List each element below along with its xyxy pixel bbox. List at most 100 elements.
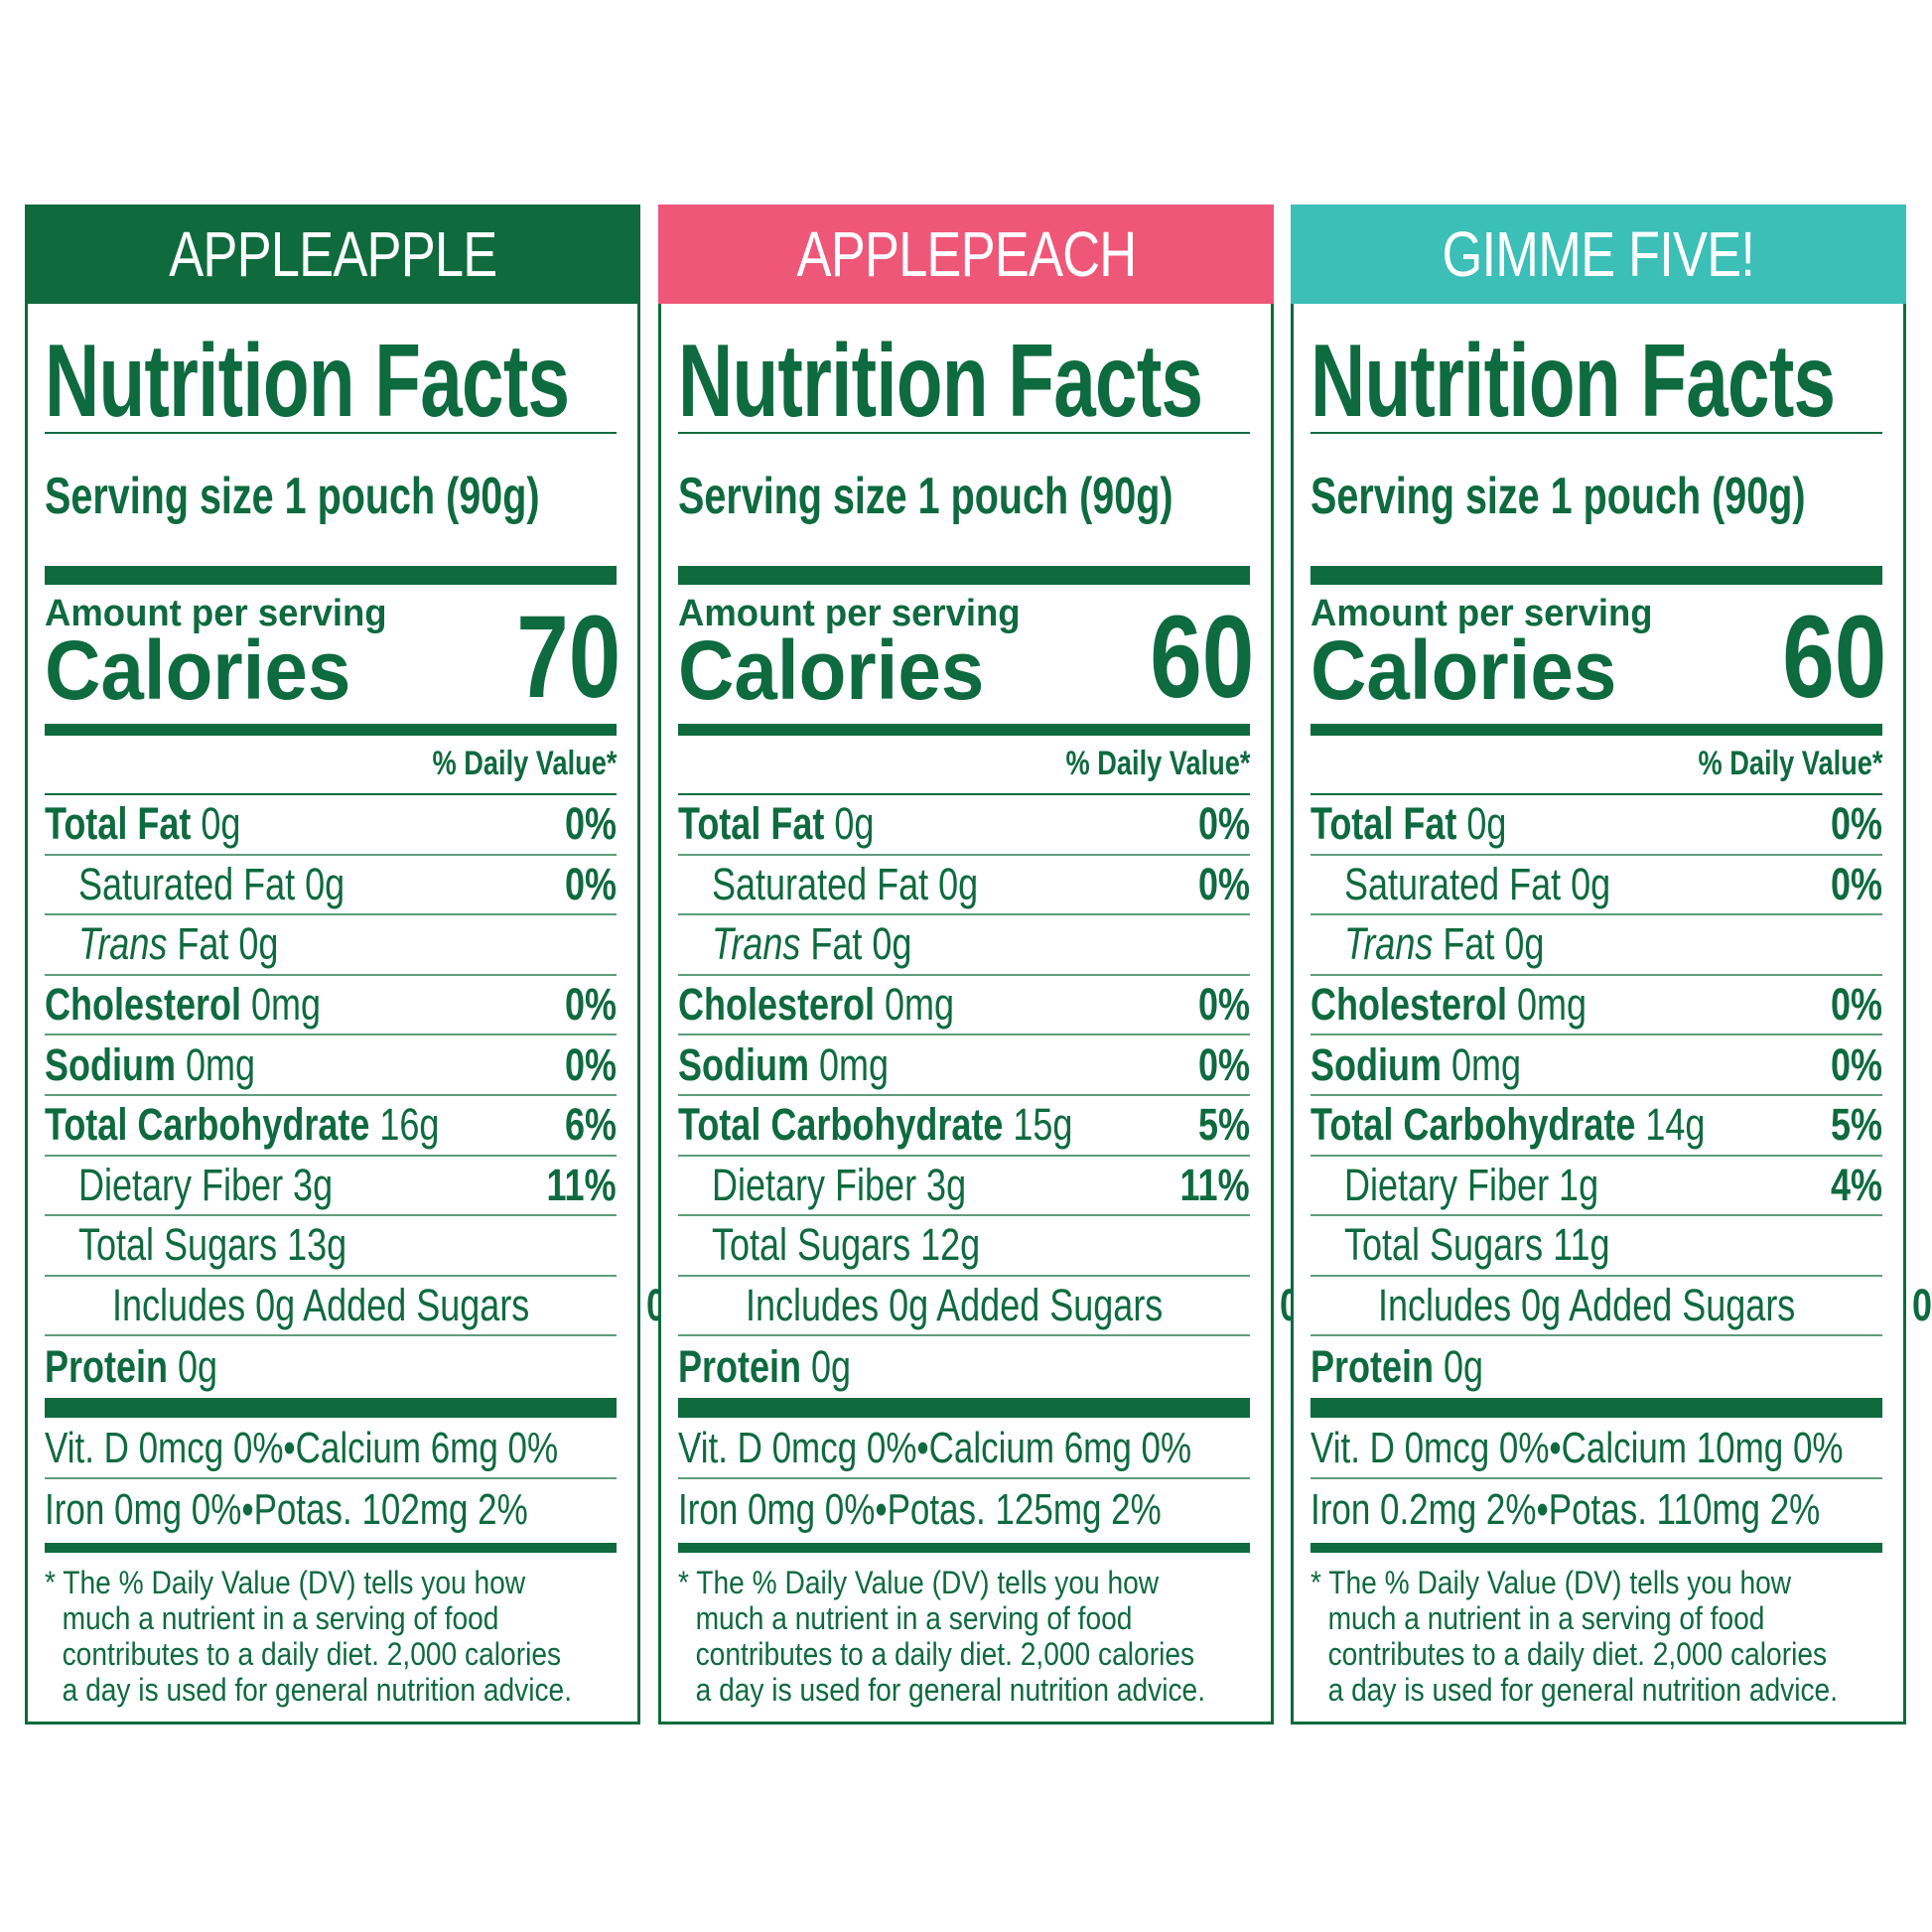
- nutrient-name: Total Sugars 12g: [712, 1219, 981, 1271]
- nutrient-name-italic: Trans: [712, 918, 801, 970]
- nutrient-daily-value: 0%: [1912, 1280, 1932, 1331]
- nutrient-row: Dietary Fiber 1g 4%: [1311, 1157, 1882, 1217]
- nutrient-daily-value: 0%: [1197, 858, 1250, 909]
- thick-divider: [45, 1398, 617, 1418]
- thick-divider: [1311, 566, 1882, 585]
- nutrient-daily-value: 0%: [564, 1038, 617, 1090]
- serving-size: Serving size 1 pouch (90g): [45, 468, 540, 525]
- nutrient-name: Dietary Fiber 3g: [712, 1159, 967, 1210]
- nutrient-label: Sodium 0mg: [678, 1039, 889, 1091]
- daily-value-header: % Daily Value*: [432, 745, 617, 782]
- vitamin-item: Iron 0mg 0%: [678, 1484, 876, 1534]
- calories-label: Calories: [678, 623, 985, 717]
- vitamin-row: Iron 0mg 0% • Potas. 125mg 2%: [678, 1479, 1250, 1540]
- nutrient-daily-value: 11%: [546, 1159, 617, 1210]
- nutrient-name: Total Carbohydrate: [678, 1099, 1004, 1151]
- nutrient-label: Dietary Fiber 1g: [1344, 1160, 1598, 1211]
- nutrient-daily-value: 0%: [564, 979, 617, 1031]
- footnote-line: contributes to a daily diet. 2,000 calor…: [1327, 1636, 1828, 1672]
- nutrient-name: Sodium: [678, 1038, 809, 1090]
- daily-value-header: % Daily Value*: [1065, 745, 1250, 782]
- nutrient-row: Sodium 0mg 0%: [678, 1035, 1250, 1096]
- footnote-line: contributes to a daily diet. 2,000 calor…: [62, 1636, 562, 1672]
- nutrient-daily-value: 5%: [1830, 1099, 1882, 1151]
- nutrient-label: Trans Fat 0g: [78, 918, 278, 970]
- serving-size: Serving size 1 pouch (90g): [678, 468, 1173, 525]
- divider: [1311, 1543, 1882, 1553]
- nutrient-label: Cholesterol 0mg: [1311, 979, 1587, 1031]
- vitamin-item: Iron 0.2mg 2%: [1311, 1484, 1537, 1534]
- nutrient-daily-value: 4%: [1830, 1159, 1882, 1210]
- divider: [1311, 432, 1882, 434]
- nutrient-label: Sodium 0mg: [1311, 1039, 1521, 1091]
- nutrient-name: Total Carbohydrate: [45, 1099, 370, 1151]
- vitamin-row-content: Vit. D 0mcg 0% • Calcium 10mg 0%: [1311, 1424, 1844, 1473]
- nutrient-row: Saturated Fat 0g 0%: [1311, 856, 1882, 916]
- footnote: * The % Daily Value (DV) tells you how mu…: [45, 1565, 572, 1708]
- nutrient-name: Dietary Fiber 1g: [1344, 1159, 1599, 1210]
- nutrient-amount: 14g: [1635, 1099, 1706, 1151]
- nutrient-label: Protein 0g: [1311, 1341, 1483, 1393]
- nutrient-row: Trans Fat 0g: [45, 915, 617, 976]
- nutrient-label: Dietary Fiber 3g: [78, 1160, 333, 1211]
- divider: [1311, 793, 1882, 795]
- thick-divider: [45, 566, 617, 585]
- nutrient-amount: 0g: [1434, 1340, 1484, 1392]
- vitamin-item: Vit. D 0mcg 0%: [1311, 1423, 1550, 1472]
- footnote: * The % Daily Value (DV) tells you how mu…: [678, 1565, 1205, 1708]
- nutrient-name: Saturated Fat 0g: [712, 858, 979, 909]
- nutrient-daily-value: 0%: [1197, 979, 1250, 1031]
- vitamin-item: Iron 0mg 0%: [45, 1484, 242, 1534]
- nutrient-label: Includes 0g Added Sugars: [112, 1280, 529, 1331]
- vitamin-row-content: Iron 0mg 0% • Potas. 102mg 2%: [45, 1485, 528, 1535]
- vitamin-item: Calcium 6mg 0%: [928, 1423, 1192, 1472]
- nutrient-row: Dietary Fiber 3g 11%: [45, 1157, 617, 1217]
- nutrient-row: Total Fat 0g 0%: [678, 795, 1250, 856]
- serving-size: Serving size 1 pouch (90g): [1311, 468, 1806, 525]
- nutrient-row: Total Fat 0g 0%: [45, 795, 617, 856]
- footnote: * The % Daily Value (DV) tells you how mu…: [1311, 1565, 1838, 1708]
- nutrient-row: Cholesterol 0mg 0%: [678, 976, 1250, 1036]
- vitamin-row: Vit. D 0mcg 0% • Calcium 10mg 0%: [1311, 1419, 1882, 1479]
- nutrient-name: Saturated Fat 0g: [1344, 858, 1611, 909]
- medium-divider: [45, 724, 617, 736]
- nutrient-label: Cholesterol 0mg: [678, 979, 954, 1031]
- nutrient-name: Fat 0g: [800, 918, 912, 970]
- vitamin-row-content: Iron 0mg 0% • Potas. 125mg 2%: [678, 1485, 1162, 1535]
- nutrient-name: Saturated Fat 0g: [78, 858, 345, 909]
- nutrient-rows: Total Fat 0g 0% Saturated Fat 0g 0% Trans Fa…: [1311, 795, 1932, 1397]
- thick-divider: [1311, 1398, 1882, 1418]
- nutrient-label: Total Fat 0g: [678, 798, 874, 850]
- nutrient-label: Total Carbohydrate 16g: [45, 1099, 439, 1151]
- nutrient-amount: 0g: [191, 798, 241, 850]
- nutrient-daily-value: 0%: [564, 858, 617, 909]
- calories-label: Calories: [1311, 623, 1617, 717]
- footnote-line: much a nutrient in a serving of food: [1327, 1600, 1765, 1636]
- nutrient-row: Dietary Fiber 3g 11%: [678, 1157, 1250, 1217]
- nutrient-name: Fat 0g: [167, 918, 279, 970]
- nutrient-rows: Total Fat 0g 0% Saturated Fat 0g 0% Trans Fa…: [45, 795, 698, 1397]
- calories-value: 60: [1781, 592, 1886, 723]
- vitamins-minerals: Vit. D 0mcg 0% • Calcium 10mg 0% Iron 0.2mg…: [1311, 1419, 1882, 1540]
- footnote-line: * The % Daily Value (DV) tells you how: [45, 1565, 526, 1600]
- nutrient-label: Protein 0g: [678, 1341, 851, 1393]
- nutrient-row: Total Fat 0g 0%: [1311, 795, 1882, 856]
- nutrient-amount: 0mg: [1507, 979, 1587, 1031]
- nutrient-label: Total Sugars 13g: [78, 1219, 346, 1271]
- nutrient-label: Total Fat 0g: [45, 798, 240, 850]
- nutrient-name-italic: Trans: [78, 918, 168, 970]
- nutrient-label: Sodium 0mg: [45, 1039, 255, 1091]
- nutrient-daily-value: 0%: [1830, 1038, 1882, 1090]
- nutrient-rows: Total Fat 0g 0% Saturated Fat 0g 0% Trans Fa…: [678, 795, 1331, 1397]
- nutrient-amount: 16g: [369, 1099, 440, 1151]
- nutrition-panel: APPLEAPPLE Nutrition Facts Serving size 1 …: [25, 205, 698, 1725]
- nutrient-name-italic: Trans: [1344, 918, 1434, 970]
- nutrient-name: Total Sugars 13g: [78, 1219, 347, 1271]
- nutrient-label: Saturated Fat 0g: [78, 859, 345, 910]
- nutrient-daily-value: 11%: [1179, 1159, 1250, 1210]
- nutrient-name: Protein: [1311, 1340, 1435, 1392]
- nutrient-daily-value: 0%: [1197, 1038, 1250, 1090]
- bullet: •: [916, 1423, 929, 1472]
- daily-value-header: % Daily Value*: [1698, 745, 1882, 782]
- bullet: •: [1536, 1484, 1549, 1534]
